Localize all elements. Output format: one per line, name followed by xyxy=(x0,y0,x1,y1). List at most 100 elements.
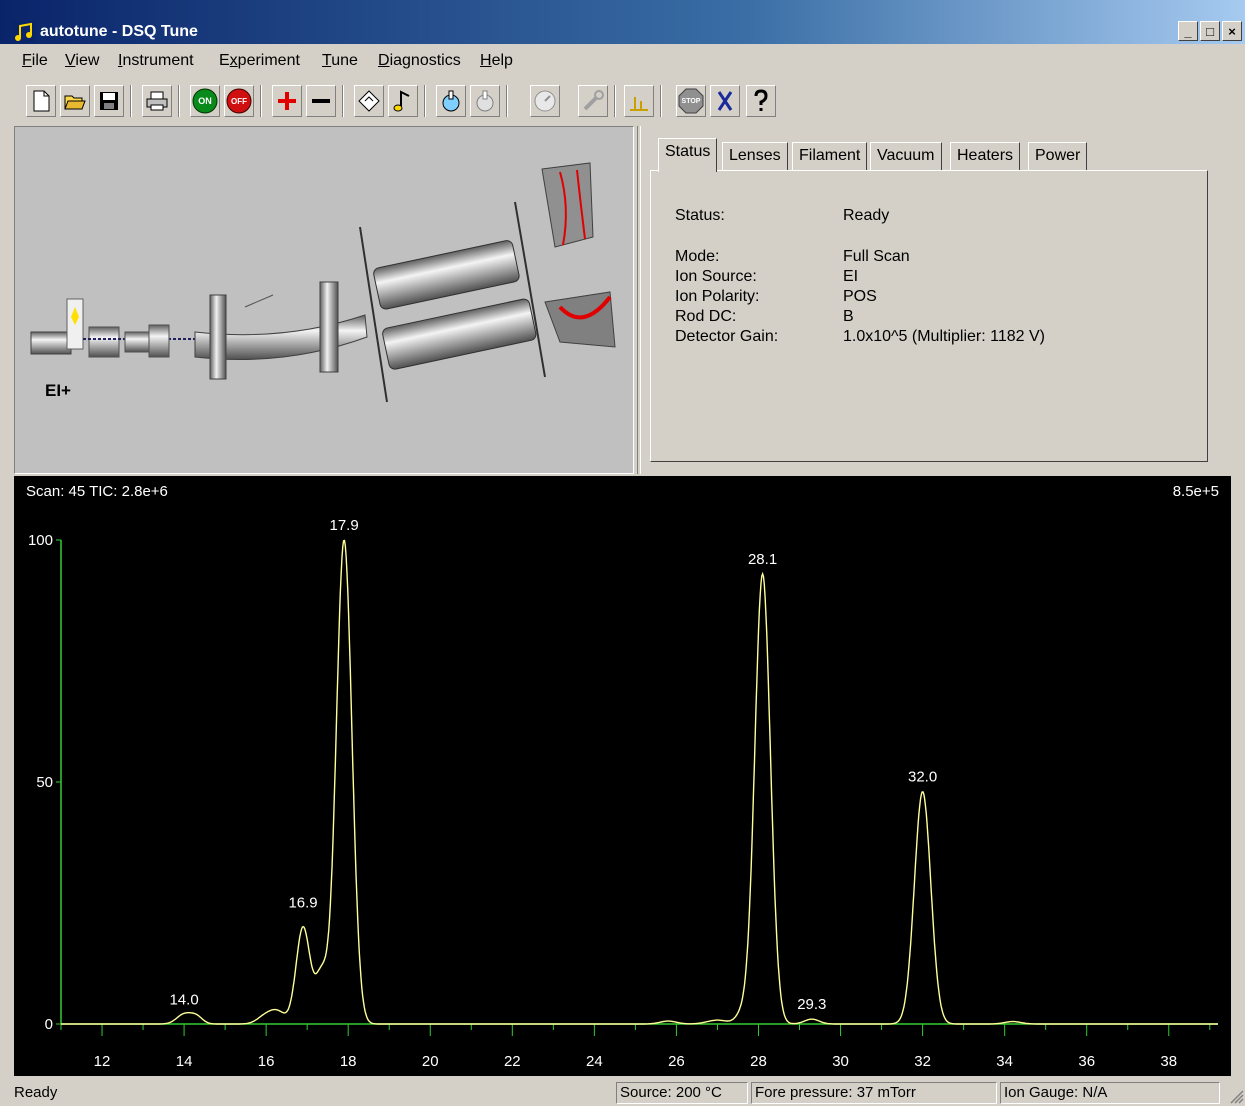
toolbar-separator xyxy=(178,85,180,117)
x-tick-label: 22 xyxy=(504,1053,521,1070)
plus-icon xyxy=(278,92,296,110)
instrument-on-button[interactable]: ON xyxy=(190,85,220,117)
source-temperature: Source: 200 °C xyxy=(616,1082,748,1104)
intensity-scale-label: 8.5e+5 xyxy=(1173,483,1219,500)
open-folder-button[interactable] xyxy=(60,85,90,117)
x-tick-label: 24 xyxy=(586,1053,603,1070)
x-tick-label: 34 xyxy=(996,1053,1013,1070)
instrument-off-button[interactable]: OFF xyxy=(224,85,254,117)
toolbar-separator xyxy=(506,85,508,117)
x-tick-label: 26 xyxy=(668,1053,685,1070)
tab-status[interactable]: Status xyxy=(658,138,718,172)
x-tick-label: 30 xyxy=(832,1053,849,1070)
window-title: autotune - DSQ Tune xyxy=(40,23,198,40)
autotune-button[interactable] xyxy=(388,85,418,117)
ion-gauge: Ion Gauge: N/A xyxy=(1000,1082,1220,1104)
y-tick-label: 100 xyxy=(28,532,53,549)
help-button[interactable] xyxy=(746,85,776,117)
x-tick-label: 20 xyxy=(422,1053,439,1070)
pump-button[interactable] xyxy=(470,85,500,117)
power-on-icon xyxy=(192,88,218,114)
tab-lenses[interactable]: Lenses xyxy=(722,142,788,170)
detector-gain-value: 1.0x10^5 (Multiplier: 1182 V) xyxy=(843,328,1045,345)
x-tick-label: 18 xyxy=(340,1053,357,1070)
status-label: Status: xyxy=(675,207,725,224)
menu-tune[interactable]: Tune xyxy=(322,52,358,69)
menu-diagnostics[interactable]: Diagnostics xyxy=(378,52,461,69)
menu-experiment[interactable]: Experiment xyxy=(219,52,300,69)
tab-filament[interactable]: Filament xyxy=(792,142,868,170)
save-button[interactable] xyxy=(94,85,124,117)
toolbar-separator xyxy=(660,85,662,117)
x-icon xyxy=(717,91,733,111)
status-text: Ready xyxy=(14,1084,58,1101)
peak-label: 14.0 xyxy=(169,991,198,1008)
menu-help[interactable]: Help xyxy=(480,52,513,69)
cancel-button[interactable] xyxy=(710,85,740,117)
tool-button[interactable] xyxy=(578,85,608,117)
scan-tic-label: Scan: 45 TIC: 2.8e+6 xyxy=(26,483,168,500)
y-tick-label: 0 xyxy=(45,1016,53,1033)
rod-dc-label: Rod DC: xyxy=(675,308,737,325)
mode-value: Full Scan xyxy=(843,248,910,265)
ion-source-label: Ion Source: xyxy=(675,268,757,285)
toolbar-separator xyxy=(260,85,262,117)
peak-label: 17.9 xyxy=(329,517,358,534)
toolbar-separator xyxy=(424,85,426,117)
ion-source-mode-label: EI+ xyxy=(45,381,71,400)
mode-label: Mode: xyxy=(675,248,720,265)
x-tick-label: 38 xyxy=(1160,1053,1177,1070)
music-note-icon xyxy=(393,90,410,112)
x-tick-label: 14 xyxy=(176,1053,193,1070)
mass-spec-schematic xyxy=(30,162,616,403)
toolbar-separator xyxy=(342,85,344,117)
minimize-button[interactable]: _ xyxy=(1178,21,1198,41)
spectrum-trace xyxy=(61,539,1218,1025)
tab-heaters[interactable]: Heaters xyxy=(950,142,1021,170)
stop-label: STOP xyxy=(681,97,701,105)
diamond-tune-icon xyxy=(358,90,380,112)
printer-icon xyxy=(146,91,168,111)
gauge-button[interactable] xyxy=(530,85,560,117)
title-bar: autotune - DSQ Tune _ □ × xyxy=(0,0,1245,44)
spectrum-icon xyxy=(630,97,648,111)
stop-button[interactable]: STOP xyxy=(676,85,706,117)
x-tick-label: 36 xyxy=(1078,1053,1095,1070)
vent-button[interactable] xyxy=(436,85,466,117)
tab-vacuum[interactable]: Vacuum xyxy=(870,142,942,170)
menu-bar: File View Instrument Experiment Tune Dia… xyxy=(0,46,1245,76)
ion-polarity-value: POS xyxy=(843,288,877,305)
y-tick-label: 50 xyxy=(36,774,53,791)
close-button[interactable]: × xyxy=(1222,21,1242,41)
resize-grip-icon[interactable] xyxy=(1228,1088,1244,1104)
zoom-in-button[interactable] xyxy=(272,85,302,117)
x-tick-label: 12 xyxy=(94,1053,111,1070)
menu-file[interactable]: File xyxy=(22,52,48,69)
maximize-button[interactable]: □ xyxy=(1200,21,1220,41)
new-file-icon xyxy=(33,90,50,112)
peak-label: 16.9 xyxy=(288,895,317,912)
menu-view[interactable]: View xyxy=(65,52,100,69)
spectrum-button[interactable] xyxy=(624,85,654,117)
flask-grey-icon xyxy=(476,90,494,112)
toolbar: ON OFF STOP xyxy=(0,80,1245,122)
toolbar-separator xyxy=(130,85,132,117)
new-file-button[interactable] xyxy=(26,85,56,117)
print-button[interactable] xyxy=(142,85,172,117)
on-label: ON xyxy=(198,96,212,106)
tab-power[interactable]: Power xyxy=(1028,142,1088,170)
peak-label: 29.3 xyxy=(797,996,826,1013)
peak-label: 28.1 xyxy=(748,551,777,568)
zoom-out-button[interactable] xyxy=(306,85,336,117)
tune-compare-button[interactable] xyxy=(354,85,384,117)
open-folder-icon xyxy=(64,95,86,110)
minus-icon xyxy=(312,99,330,103)
menu-instrument[interactable]: Instrument xyxy=(118,52,194,69)
x-tick-label: 28 xyxy=(750,1053,767,1070)
panel-splitter[interactable] xyxy=(637,126,641,474)
ion-source-value: EI xyxy=(843,268,859,285)
power-off-icon xyxy=(226,88,252,114)
rod-dc-value: B xyxy=(843,308,854,325)
gauge-icon xyxy=(534,90,556,112)
spectrum-chart[interactable]: Scan: 45 TIC: 2.8e+6 8.5e+5 0 50 100 12 14 16 18… xyxy=(14,476,1231,1076)
